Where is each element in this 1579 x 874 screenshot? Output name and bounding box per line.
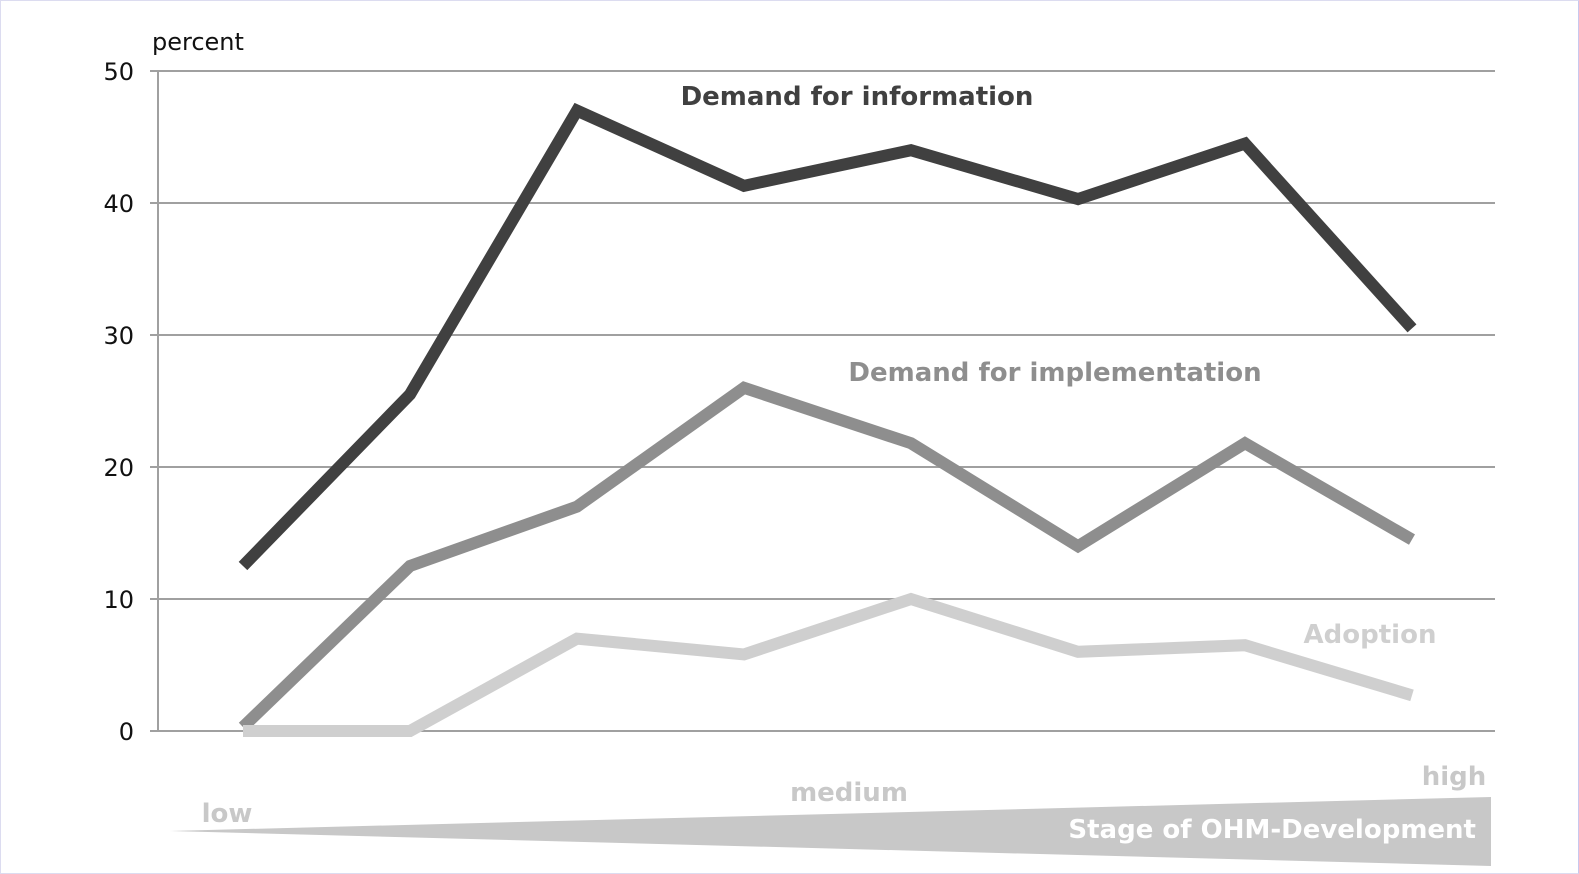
series-label-implementation: Demand for implementation <box>848 358 1261 388</box>
y-tick-label-0: 0 <box>119 718 134 746</box>
stage-high-label: high <box>1422 762 1487 792</box>
series-line-implementation <box>238 381 1415 732</box>
series-label-information: Demand for information <box>681 82 1034 112</box>
stage-wedge <box>170 797 1491 866</box>
series-label-adoption: Adoption <box>1304 620 1437 650</box>
y-tick-label-40: 40 <box>103 190 134 218</box>
series-line-information <box>238 102 1417 571</box>
stage-caption: Stage of OHM-Development <box>1068 815 1476 845</box>
y-tick-label-10: 10 <box>103 586 134 614</box>
series-labels: Demand for information Demand for implem… <box>681 82 1437 650</box>
stage-wedge-graphic: low medium high Stage of OHM-Development <box>170 762 1491 866</box>
stage-low-label: low <box>202 799 253 829</box>
series-lines <box>238 102 1417 737</box>
stage-medium-label: medium <box>790 778 908 808</box>
y-tick-label-30: 30 <box>103 322 134 350</box>
y-tick-label-50: 50 <box>103 58 134 86</box>
series-line-adoption <box>243 592 1414 737</box>
y-tick-label-20: 20 <box>103 454 134 482</box>
y-axis-ticks: 0 10 20 30 40 50 <box>103 58 134 746</box>
y-axis-label: percent <box>152 28 244 56</box>
